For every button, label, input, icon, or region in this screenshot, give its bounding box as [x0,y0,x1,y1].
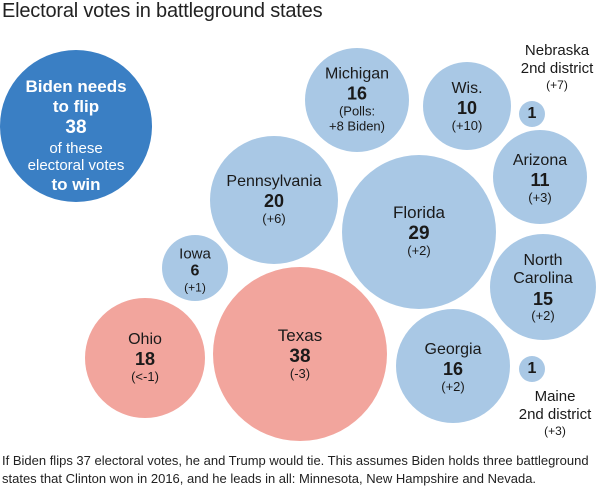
north-carolina-votes: 15 [532,288,554,309]
callout-number: 38 [65,117,87,139]
ohio-delta: (<-1) [131,369,159,385]
iowa-votes: 6 [190,262,200,280]
nebraska-label: Nebraska 2nd district (+7) [521,42,594,92]
footnote: If Biden flips 37 electoral votes, he an… [2,453,589,486]
ohio-votes: 18 [134,349,156,370]
florida-delta: (+2) [407,243,431,259]
nebraska-votes: 1 [527,104,537,122]
north-carolina-bubble [490,234,596,340]
maine-delta: (+3) [544,424,566,438]
texas-bubble [213,267,387,441]
iowa-label: Iowa 6 (+1) [179,245,211,294]
florida-bubble [342,155,496,309]
north-carolina-label: North Carolina 15 (+2) [513,252,573,324]
ohio-bubble [85,298,205,418]
nebraska-bubble [519,101,545,127]
arizona-name: Arizona [512,151,568,169]
michigan-label: Michigan 16 (Polls: +8 Biden) [325,66,389,135]
pennsylvania-delta: (+6) [262,211,286,227]
florida-label: Florida 29 (+2) [393,203,445,259]
north-carolina-name-line1: North [523,251,563,269]
maine-votes-label: 1 [528,360,537,378]
iowa-name: Iowa [179,245,211,263]
michigan-bubble [305,48,409,152]
maine-name-line1: Maine [534,388,576,405]
texas-label: Texas 38 (-3) [278,326,322,382]
biden-callout-text: Biden needs to flip 38 of these electora… [25,77,126,195]
chart-title: Electoral votes in battleground states [2,0,323,22]
nebraska-name-line1: Nebraska [524,42,590,59]
wis-name: Wis. [451,79,483,97]
wis-label: Wis. 10 (+10) [451,80,482,134]
callout-line3: of these [49,139,103,157]
iowa-delta: (+1) [184,279,206,294]
callout-line2: to flip [52,97,100,117]
arizona-bubble [493,130,587,224]
north-carolina-delta: (+2) [531,308,555,324]
maine-label: Maine 2nd district (+3) [519,388,592,438]
callout-line5: to win [51,174,101,194]
georgia-delta: (+2) [441,379,465,395]
iowa-bubble [162,235,228,301]
arizona-delta: (+3) [528,190,552,206]
nebraska-name-line2: 2nd district [520,60,594,77]
pennsylvania-bubble [210,136,338,264]
north-carolina-name-line2: Carolina [513,270,573,288]
ohio-label: Ohio 18 (<-1) [128,331,162,385]
pennsylvania-votes: 20 [263,191,285,212]
georgia-name: Georgia [424,340,482,358]
michigan-poll-line2: +8 Biden) [328,118,385,134]
texas-votes: 38 [289,345,311,367]
georgia-label: Georgia 16 (+2) [425,341,482,395]
texas-delta: (-3) [289,366,311,382]
arizona-label: Arizona 11 (+3) [513,152,567,206]
bubble-chart [0,48,596,441]
florida-name: Florida [393,202,445,222]
maine-name-line2: 2nd district [518,406,592,423]
wis-delta: (+10) [451,118,483,134]
michigan-votes: 16 [346,83,368,104]
maine-votes: 1 [527,359,537,377]
callout-line1: Biden needs [25,77,127,97]
pennsylvania-label: Pennsylvania 20 (+6) [226,173,321,227]
callout-line4: electoral votes [27,157,125,175]
nebraska-delta: (+7) [546,78,568,92]
michigan-poll-line1: (Polls: [338,103,376,119]
maine-bubble [519,356,545,382]
wis-votes: 10 [456,98,478,119]
pennsylvania-name: Pennsylvania [226,172,322,190]
ohio-name: Ohio [128,330,162,348]
nebraska-votes-label: 1 [528,105,537,123]
wis-bubble [423,62,511,150]
biden-callout-circle [0,50,152,202]
michigan-name: Michigan [324,65,390,83]
arizona-votes: 11 [530,170,550,191]
texas-name: Texas [277,325,323,345]
florida-votes: 29 [408,222,430,244]
georgia-bubble [396,309,510,423]
georgia-votes: 16 [442,359,464,380]
